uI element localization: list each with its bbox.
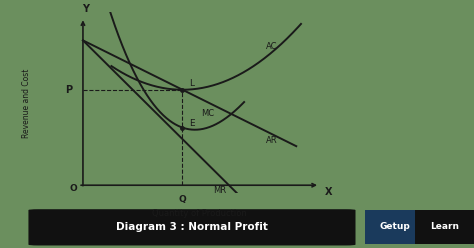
FancyBboxPatch shape	[415, 211, 474, 244]
Text: Getup: Getup	[380, 222, 410, 231]
Text: L: L	[190, 79, 195, 89]
Text: P: P	[65, 85, 73, 95]
Text: X: X	[325, 187, 332, 197]
Text: Y: Y	[82, 4, 89, 14]
Text: AR: AR	[265, 136, 277, 145]
Text: Q: Q	[179, 195, 186, 204]
Text: Diagram 3 : Normal Profit: Diagram 3 : Normal Profit	[116, 222, 268, 232]
Text: Learn: Learn	[430, 222, 459, 231]
FancyBboxPatch shape	[28, 209, 356, 246]
Text: MC: MC	[201, 109, 215, 118]
Text: Quantity of Production: Quantity of Production	[152, 209, 246, 218]
Text: AC: AC	[265, 42, 277, 51]
Text: Revenue and Cost: Revenue and Cost	[22, 68, 31, 138]
Text: E: E	[190, 119, 195, 128]
FancyBboxPatch shape	[365, 211, 424, 244]
Text: MR: MR	[213, 186, 227, 195]
Text: O: O	[70, 184, 77, 193]
